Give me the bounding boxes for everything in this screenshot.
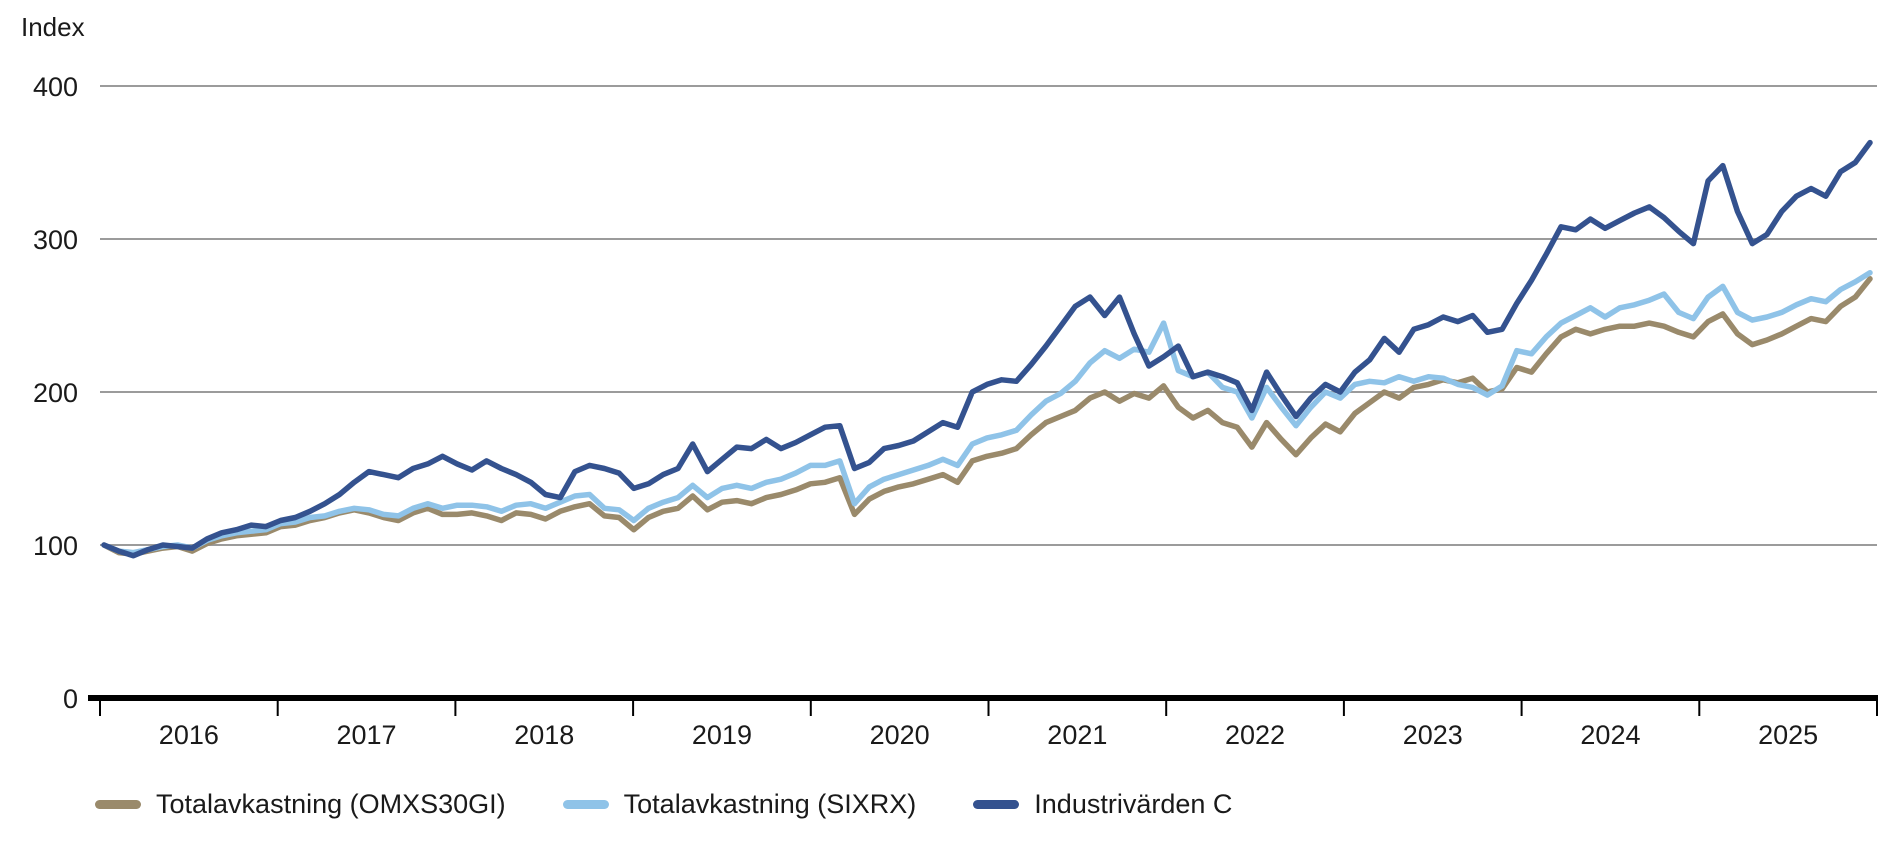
legend-label-omxs30gi: Totalavkastning (OMXS30GI) [156, 789, 506, 819]
industrivarden-c-color-swatch [973, 800, 1020, 809]
x-year-label-2020: 2020 [870, 720, 930, 750]
series-line-0 [101, 276, 1873, 557]
legend-label-sixrx: Totalavkastning (SIXRX) [623, 789, 917, 819]
legend-item-industrivarden-c: Industrivärden C [973, 789, 1232, 820]
x-year-label-2021: 2021 [1047, 720, 1107, 750]
x-year-label-2018: 2018 [514, 720, 574, 750]
legend-item-sixrx: Totalavkastning (SIXRX) [562, 789, 917, 820]
x-year-label-2017: 2017 [337, 720, 397, 750]
x-year-label-2022: 2022 [1225, 720, 1285, 750]
legend-label-industrivarden-c: Industrivärden C [1034, 789, 1233, 819]
omxs30gi-color-swatch [95, 800, 141, 809]
y-tick-label-100: 100 [33, 531, 78, 561]
x-axis-line [88, 695, 1878, 701]
y-tick-label-200: 200 [33, 378, 78, 408]
sixrx-color-swatch [562, 800, 609, 809]
x-year-label-2016: 2016 [159, 720, 219, 750]
legend-item-omxs30gi: Totalavkastning (OMXS30GI) [95, 789, 506, 820]
y-tick-label-400: 400 [33, 72, 78, 102]
x-year-label-2025: 2025 [1758, 720, 1818, 750]
x-year-label-2019: 2019 [692, 720, 752, 750]
y-axis-title: Index [21, 12, 85, 42]
x-year-label-2023: 2023 [1403, 720, 1463, 750]
y-tick-label-0: 0 [63, 684, 78, 714]
series-line-2 [101, 139, 1873, 559]
chart-legend: Totalavkastning (OMXS30GI) Totalavkastni… [95, 789, 1232, 820]
series-line-1 [101, 269, 1873, 556]
y-tick-label-300: 300 [33, 225, 78, 255]
x-year-label-2024: 2024 [1580, 720, 1640, 750]
